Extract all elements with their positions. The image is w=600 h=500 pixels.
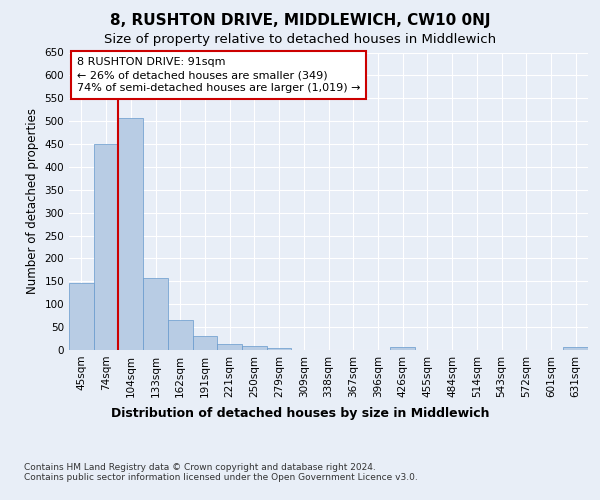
Bar [390, 348, 415, 350]
Y-axis label: Number of detached properties: Number of detached properties [26, 108, 39, 294]
Bar [69, 282, 94, 350]
Bar [563, 348, 588, 350]
Text: Size of property relative to detached houses in Middlewich: Size of property relative to detached ho… [104, 32, 496, 46]
Bar [217, 344, 242, 350]
Bar [168, 320, 193, 350]
Bar [267, 348, 292, 350]
Text: 8, RUSHTON DRIVE, MIDDLEWICH, CW10 0NJ: 8, RUSHTON DRIVE, MIDDLEWICH, CW10 0NJ [110, 12, 490, 28]
Text: Distribution of detached houses by size in Middlewich: Distribution of detached houses by size … [111, 408, 489, 420]
Text: Contains HM Land Registry data © Crown copyright and database right 2024.
Contai: Contains HM Land Registry data © Crown c… [24, 462, 418, 482]
Text: 8 RUSHTON DRIVE: 91sqm
← 26% of detached houses are smaller (349)
74% of semi-de: 8 RUSHTON DRIVE: 91sqm ← 26% of detached… [77, 57, 360, 94]
Bar [193, 336, 217, 350]
Bar [242, 346, 267, 350]
Bar [94, 144, 118, 350]
Bar [143, 278, 168, 350]
Bar [118, 118, 143, 350]
